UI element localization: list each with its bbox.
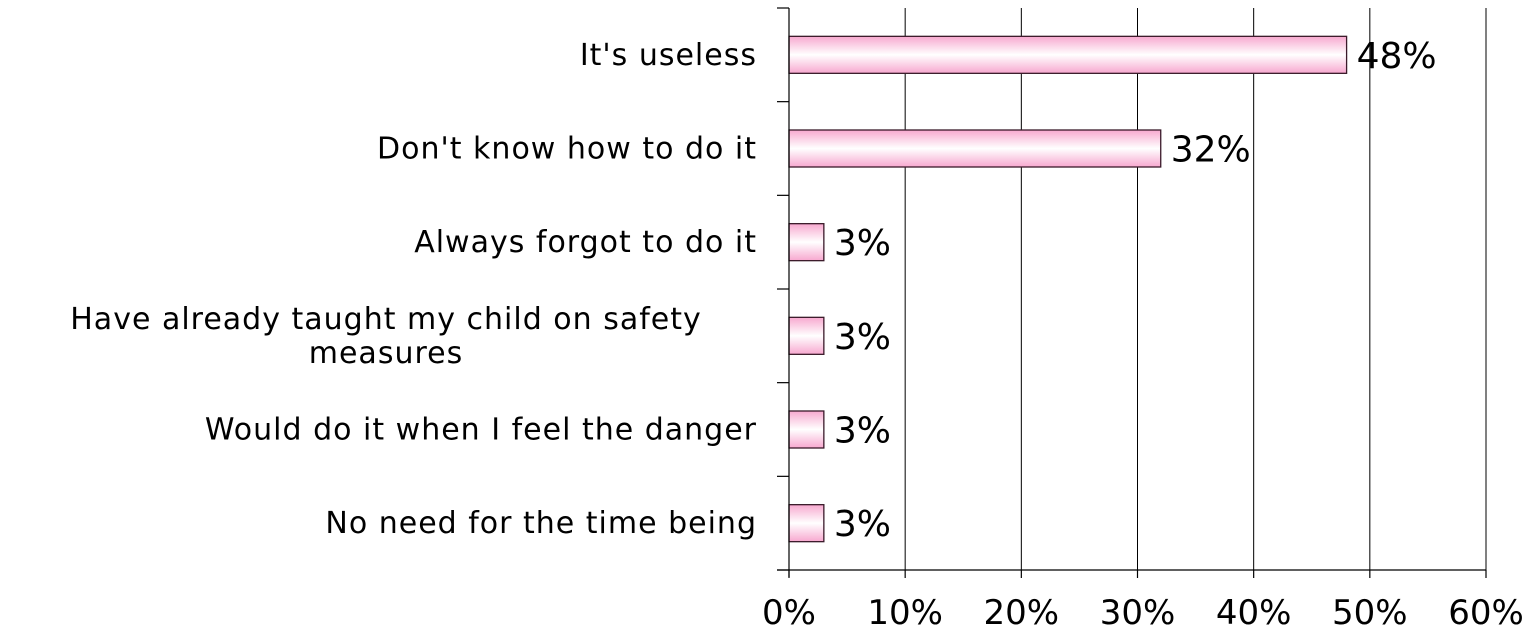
x-tick-label: 50% bbox=[1332, 593, 1408, 633]
bar bbox=[788, 129, 1162, 168]
bar bbox=[788, 316, 825, 355]
x-tick-label: 60% bbox=[1448, 593, 1524, 633]
x-tick-label: 40% bbox=[1216, 593, 1292, 633]
bar bbox=[788, 223, 825, 262]
category-label: No need for the time being bbox=[325, 506, 757, 541]
gridlines bbox=[904, 8, 1487, 570]
data-label: 3% bbox=[834, 223, 891, 264]
x-tick-label: 20% bbox=[984, 593, 1060, 633]
category-label: Would do it when I feel the danger bbox=[205, 413, 757, 448]
bars bbox=[788, 35, 1348, 543]
bar bbox=[788, 410, 825, 449]
bar bbox=[788, 35, 1348, 74]
category-label: Always forgot to do it bbox=[414, 225, 757, 260]
data-label: 48% bbox=[1357, 36, 1437, 77]
axes bbox=[777, 7, 1487, 578]
data-label: 3% bbox=[834, 504, 891, 545]
data-label: 3% bbox=[834, 317, 891, 358]
labels: 0% 10% 20% 30% 40% 50% 60% 48% It's useless 32% Do… bbox=[70, 36, 1524, 633]
x-tick-label: 30% bbox=[1100, 593, 1176, 633]
category-label: It's useless bbox=[580, 38, 757, 73]
data-label: 32% bbox=[1171, 130, 1251, 171]
data-label: 3% bbox=[834, 411, 891, 452]
x-tick-label: 10% bbox=[867, 593, 943, 633]
category-label: Don't know how to do it bbox=[377, 132, 757, 167]
category-label: Have already taught my child on safety me… bbox=[70, 302, 702, 371]
bar bbox=[788, 504, 825, 543]
x-tick-label: 0% bbox=[762, 593, 816, 633]
